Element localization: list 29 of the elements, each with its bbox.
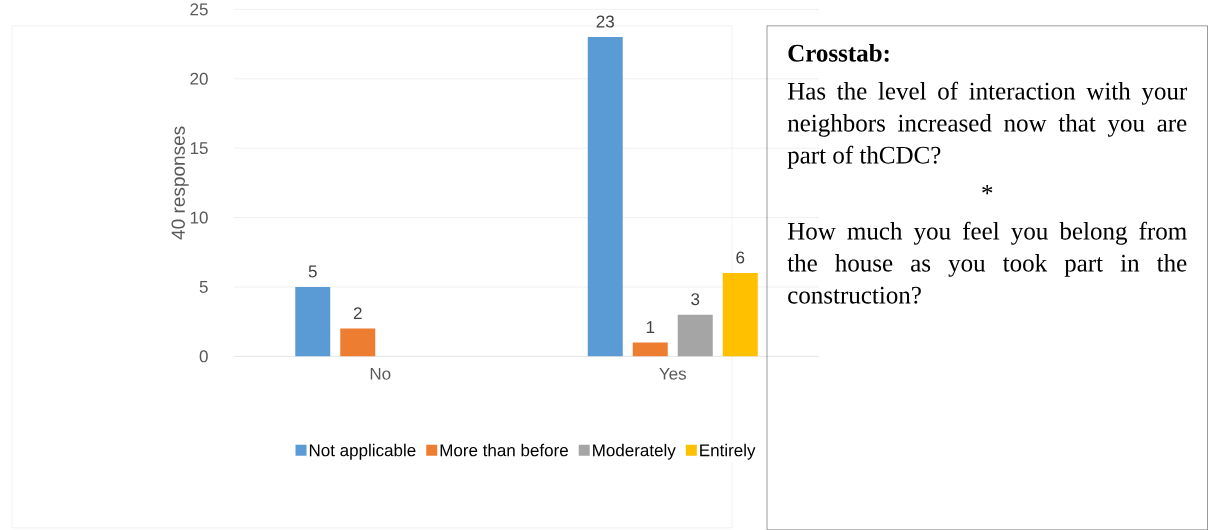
y-axis-title: 40 responses — [171, 126, 189, 240]
x-tick-label: Yes — [659, 367, 687, 380]
text: * — [982, 185, 993, 195]
bar — [295, 286, 331, 357]
bar — [722, 273, 758, 357]
legend-label: Moderately — [593, 443, 676, 460]
y-tick-label: 0 — [199, 350, 208, 363]
annotation: Has the level of interaction with your neighbors increased now that you are part of thCDC? — [787, 81, 1188, 169]
y-tick-label: 25 — [190, 3, 208, 16]
data-label: 6 — [736, 251, 745, 264]
text: Crosstab: — [788, 44, 889, 62]
data-label: 2 — [353, 307, 362, 320]
bar — [677, 314, 713, 357]
x-tick-label: No — [370, 367, 391, 380]
y-tick-label: 15 — [190, 142, 208, 155]
data-label: 23 — [596, 15, 614, 28]
data-label: 5 — [308, 265, 317, 278]
legend-label: Not applicable — [309, 443, 416, 460]
bar — [340, 328, 376, 357]
legend-label: More than before — [440, 443, 568, 457]
bar — [632, 342, 668, 357]
y-tick-label: 10 — [190, 211, 208, 224]
data-label: 1 — [646, 321, 655, 333]
bar — [587, 37, 623, 357]
data-label: 3 — [691, 293, 700, 306]
legend-label: Entirely — [700, 443, 756, 460]
y-tick-label: 20 — [190, 72, 208, 85]
annotation: How much you feel you belong from the house as you took part in the construction? — [787, 221, 1187, 304]
y-tick-label: 5 — [199, 281, 208, 293]
